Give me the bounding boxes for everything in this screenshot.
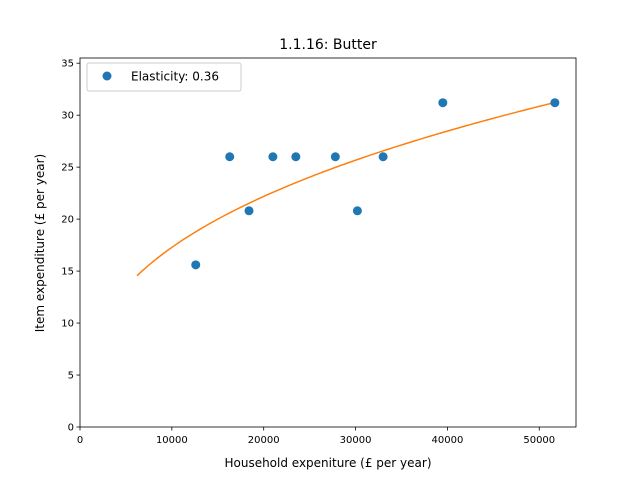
y-axis-label: Item expenditure (£ per year)	[33, 154, 47, 332]
scatter-point	[550, 98, 560, 108]
scatter-point	[352, 206, 362, 216]
scatter-point	[244, 206, 254, 216]
x-tick-label: 20000	[248, 435, 280, 446]
scatter-point	[330, 152, 340, 162]
legend: Elasticity: 0.36	[86, 62, 242, 92]
legend-frame	[86, 62, 242, 92]
scatter-point	[225, 152, 235, 162]
y-tick-label: 35	[61, 59, 74, 70]
x-tick-label: 40000	[432, 435, 464, 446]
scatter-point	[291, 152, 301, 162]
y-tick-label: 10	[61, 319, 74, 330]
y-tick-label: 25	[61, 163, 74, 174]
y-tick-label: 0	[68, 423, 74, 434]
chart-title: 1.1.16: Butter	[279, 37, 377, 53]
fit-curve-line	[136, 101, 556, 277]
plot-frame	[79, 57, 577, 428]
scatter-point	[438, 98, 448, 108]
y-tick-label: 30	[61, 111, 74, 122]
y-tick-label: 15	[61, 267, 74, 278]
scatter-point	[268, 152, 278, 162]
legend-marker	[102, 71, 112, 81]
y-tick-label: 20	[61, 215, 74, 226]
x-tick-label: 0	[77, 435, 83, 446]
scatter-point	[191, 260, 201, 270]
x-tick-label: 50000	[523, 435, 555, 446]
plot-area: 0 10000 20000 30000 40000 50000 0 5 10 15 20 25 30 35	[61, 57, 577, 446]
y-tick-label: 5	[68, 371, 74, 382]
x-axis-label: Household expeniture (£ per year)	[224, 456, 431, 470]
x-tick-label: 10000	[156, 435, 188, 446]
x-tick-label: 30000	[340, 435, 372, 446]
legend-entry-label: Elasticity: 0.36	[131, 70, 219, 84]
scatter-point	[378, 152, 388, 162]
